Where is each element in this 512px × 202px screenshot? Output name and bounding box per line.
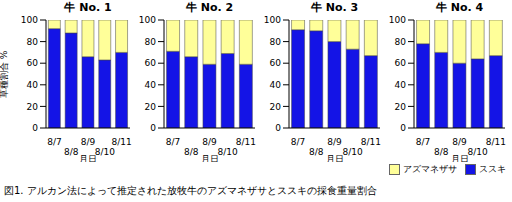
svg-text:80: 80 bbox=[395, 37, 407, 47]
svg-text:月日: 月日 bbox=[451, 154, 469, 162]
svg-text:40: 40 bbox=[27, 80, 39, 90]
html-text:ススキ: ススキ bbox=[479, 164, 506, 174]
html-text:牛 No. 1: 牛 No. 1 bbox=[64, 1, 112, 14]
svg-text:100: 100 bbox=[21, 16, 38, 25]
svg-text:8/10: 8/10 bbox=[95, 147, 115, 157]
html-text:牛 No. 3: 牛 No. 3 bbox=[310, 1, 359, 14]
svg-text:100: 100 bbox=[389, 16, 406, 25]
svg-text:8/7: 8/7 bbox=[166, 137, 180, 147]
svg-text:60: 60 bbox=[270, 58, 282, 68]
svg-text:8/9: 8/9 bbox=[202, 137, 217, 147]
svg-text:80: 80 bbox=[145, 37, 157, 47]
svg-text:40: 40 bbox=[395, 80, 407, 90]
svg-text:8/9: 8/9 bbox=[81, 137, 96, 147]
svg-text:8/10: 8/10 bbox=[468, 147, 488, 157]
svg-text:60: 60 bbox=[395, 58, 407, 68]
svg-text:60: 60 bbox=[145, 58, 157, 68]
html-text:牛 No. 4: 牛 No. 4 bbox=[435, 1, 484, 14]
svg-text:0: 0 bbox=[275, 123, 281, 133]
svg-text:0: 0 bbox=[150, 123, 156, 133]
svg-text:8/9: 8/9 bbox=[452, 137, 467, 147]
svg-text:8/10: 8/10 bbox=[343, 147, 363, 157]
svg-text:8/11: 8/11 bbox=[236, 137, 256, 147]
svg-text:8/11: 8/11 bbox=[111, 137, 131, 147]
svg-text:0: 0 bbox=[400, 123, 406, 133]
svg-text:月日: 月日 bbox=[326, 154, 344, 162]
html-text:牛 No. 2: 牛 No. 2 bbox=[185, 1, 234, 14]
svg-text:8/8: 8/8 bbox=[309, 147, 324, 157]
svg-text:8/10: 8/10 bbox=[218, 147, 238, 157]
svg-text:20: 20 bbox=[270, 102, 282, 112]
svg-text:8/8: 8/8 bbox=[434, 147, 449, 157]
svg-text:100: 100 bbox=[264, 16, 281, 25]
svg-text:8/11: 8/11 bbox=[486, 137, 504, 147]
svg-text:20: 20 bbox=[395, 102, 407, 112]
html-text:アズマネザサ: アズマネザサ bbox=[403, 164, 457, 174]
html-text:図1. アルカン法によって推定された放牧牛のアズマネザサとス: 図1. アルカン法によって推定された放牧牛のアズマネザサとススキの採食重量割合 bbox=[4, 185, 377, 196]
svg-text:8/9: 8/9 bbox=[327, 137, 342, 147]
svg-text:8/7: 8/7 bbox=[47, 137, 61, 147]
svg-text:0: 0 bbox=[32, 123, 38, 133]
svg-text:月日: 月日 bbox=[201, 154, 219, 162]
svg-text:8/8: 8/8 bbox=[184, 147, 199, 157]
svg-text:80: 80 bbox=[27, 37, 39, 47]
svg-text:40: 40 bbox=[145, 80, 157, 90]
svg-text:40: 40 bbox=[270, 80, 282, 90]
svg-text:8/7: 8/7 bbox=[416, 137, 430, 147]
svg-text:8/8: 8/8 bbox=[64, 147, 79, 157]
svg-text:草種割合 %: 草種割合 % bbox=[8, 50, 9, 98]
svg-text:80: 80 bbox=[270, 37, 282, 47]
svg-text:60: 60 bbox=[27, 58, 39, 68]
svg-text:月日: 月日 bbox=[79, 154, 97, 162]
svg-text:100: 100 bbox=[139, 16, 156, 25]
svg-text:20: 20 bbox=[145, 102, 157, 112]
svg-text:8/7: 8/7 bbox=[291, 137, 305, 147]
svg-text:20: 20 bbox=[27, 102, 39, 112]
svg-text:8/11: 8/11 bbox=[361, 137, 381, 147]
